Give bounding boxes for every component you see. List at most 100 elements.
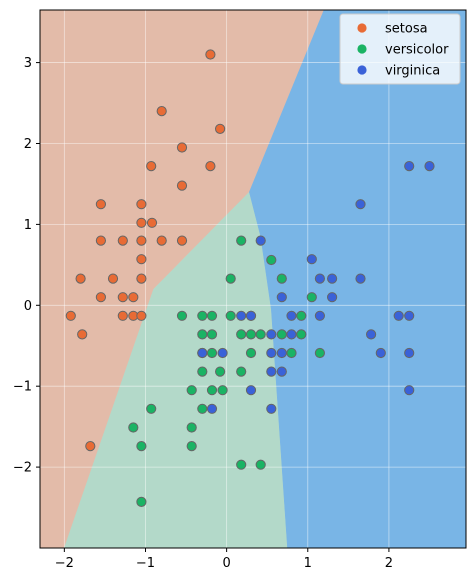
- versicolor-point-31: [128, 422, 139, 433]
- virginica-point-6: [327, 273, 338, 284]
- virginica-point-1: [424, 161, 435, 172]
- versicolor-point-7: [206, 310, 218, 321]
- virginica-point-28: [404, 385, 415, 396]
- setosa-point-1: [156, 106, 167, 117]
- virginica-point-5: [314, 273, 325, 284]
- virginica-point-24: [404, 347, 415, 359]
- versicolor-point-0: [236, 235, 247, 246]
- setosa-point-20: [95, 292, 107, 303]
- legend-label-versicolor: versicolor: [385, 43, 449, 58]
- setosa-point-12: [117, 235, 128, 246]
- versicolor-point-15: [255, 329, 266, 340]
- versicolor-point-28: [217, 385, 228, 396]
- setosa-point-4: [205, 161, 216, 172]
- setosa-point-5: [146, 161, 157, 172]
- y-tick-label-3: 1: [24, 218, 32, 233]
- setosa-point-28: [85, 441, 96, 452]
- setosa-point-9: [136, 217, 147, 228]
- versicolor-point-29: [197, 403, 208, 414]
- legend-marker-setosa: [357, 23, 367, 33]
- versicolor-point-21: [286, 347, 297, 359]
- x-axis-ticks: −2 −1 0 1 2: [55, 548, 393, 571]
- virginica-point-14: [393, 310, 404, 321]
- setosa-point-24: [117, 310, 128, 321]
- virginica-point-7: [355, 273, 366, 284]
- y-tick-label-1: −1: [13, 380, 32, 395]
- versicolor-point-1: [225, 273, 236, 284]
- versicolor-point-5: [176, 310, 188, 321]
- versicolor-point-30: [146, 403, 157, 414]
- setosa-point-15: [176, 235, 188, 246]
- x-tick-label-0: −2: [55, 556, 74, 571]
- legend-marker-versicolor: [357, 44, 367, 54]
- virginica-point-0: [404, 161, 415, 172]
- versicolor-point-4: [306, 292, 317, 303]
- setosa-point-6: [176, 180, 188, 191]
- versicolor-point-12: [206, 329, 218, 340]
- virginica-point-22: [276, 347, 287, 359]
- setosa-point-11: [95, 235, 107, 246]
- y-tick-label-2: 0: [24, 299, 32, 314]
- setosa-point-19: [136, 273, 147, 284]
- virginica-point-26: [276, 366, 287, 377]
- setosa-point-8: [136, 199, 147, 210]
- virginica-point-10: [236, 310, 247, 321]
- setosa-point-27: [77, 329, 88, 340]
- virginica-point-18: [366, 329, 377, 340]
- setosa-point-13: [136, 235, 147, 246]
- virginica-point-3: [255, 235, 266, 246]
- virginica-point-29: [206, 403, 218, 414]
- y-tick-label-5: 3: [24, 56, 32, 71]
- versicolor-point-11: [197, 329, 208, 340]
- versicolor-point-17: [296, 329, 307, 340]
- virginica-point-8: [276, 292, 287, 303]
- versicolor-point-23: [197, 366, 208, 377]
- versicolor-point-34: [186, 441, 197, 452]
- versicolor-point-13: [236, 329, 247, 340]
- plot-frame: [39, 9, 467, 549]
- versicolor-point-24: [215, 366, 226, 377]
- virginica-point-12: [286, 310, 297, 321]
- setosa-point-21: [117, 292, 128, 303]
- setosa-point-10: [146, 217, 158, 228]
- versicolor-point-25: [236, 366, 247, 377]
- setosa-point-18: [107, 273, 119, 284]
- setosa-point-17: [75, 273, 86, 284]
- versicolor-point-8: [225, 310, 236, 321]
- legend-marker-virginica: [357, 65, 367, 75]
- virginica-point-9: [327, 292, 338, 303]
- versicolor-point-2: [266, 254, 277, 266]
- virginica-point-23: [375, 347, 386, 359]
- versicolor-point-22: [314, 347, 325, 359]
- virginica-point-16: [266, 329, 277, 340]
- virginica-point-11: [245, 310, 257, 321]
- versicolor-point-10: [296, 310, 307, 321]
- x-tick-label-4: 2: [385, 556, 393, 571]
- x-tick-label-3: 1: [304, 556, 312, 571]
- setosa-point-22: [128, 292, 139, 303]
- virginica-point-21: [266, 347, 277, 359]
- virginica-point-15: [404, 310, 415, 321]
- y-tick-label-0: −2: [13, 461, 32, 476]
- x-tick-label-2: 0: [222, 556, 230, 571]
- setosa-point-2: [215, 123, 226, 134]
- legend: setosa versicolor virginica: [339, 13, 461, 85]
- legend-label-setosa: setosa: [385, 22, 428, 37]
- versicolor-point-20: [245, 347, 257, 359]
- data-points: [65, 49, 435, 507]
- versicolor-point-37: [136, 496, 147, 507]
- versicolor-point-26: [186, 385, 197, 396]
- legend-box: [339, 13, 461, 85]
- versicolor-point-32: [186, 422, 197, 433]
- virginica-point-17: [286, 329, 297, 340]
- virginica-point-25: [266, 366, 277, 377]
- virginica-point-27: [245, 385, 257, 396]
- versicolor-point-14: [245, 329, 257, 340]
- versicolor-point-35: [236, 459, 247, 470]
- virginica-point-2: [355, 199, 366, 210]
- legend-label-virginica: virginica: [385, 64, 440, 79]
- setosa-point-26: [136, 310, 147, 321]
- setosa-point-16: [136, 254, 147, 265]
- virginica-point-13: [314, 310, 325, 321]
- virginica-point-20: [217, 347, 228, 359]
